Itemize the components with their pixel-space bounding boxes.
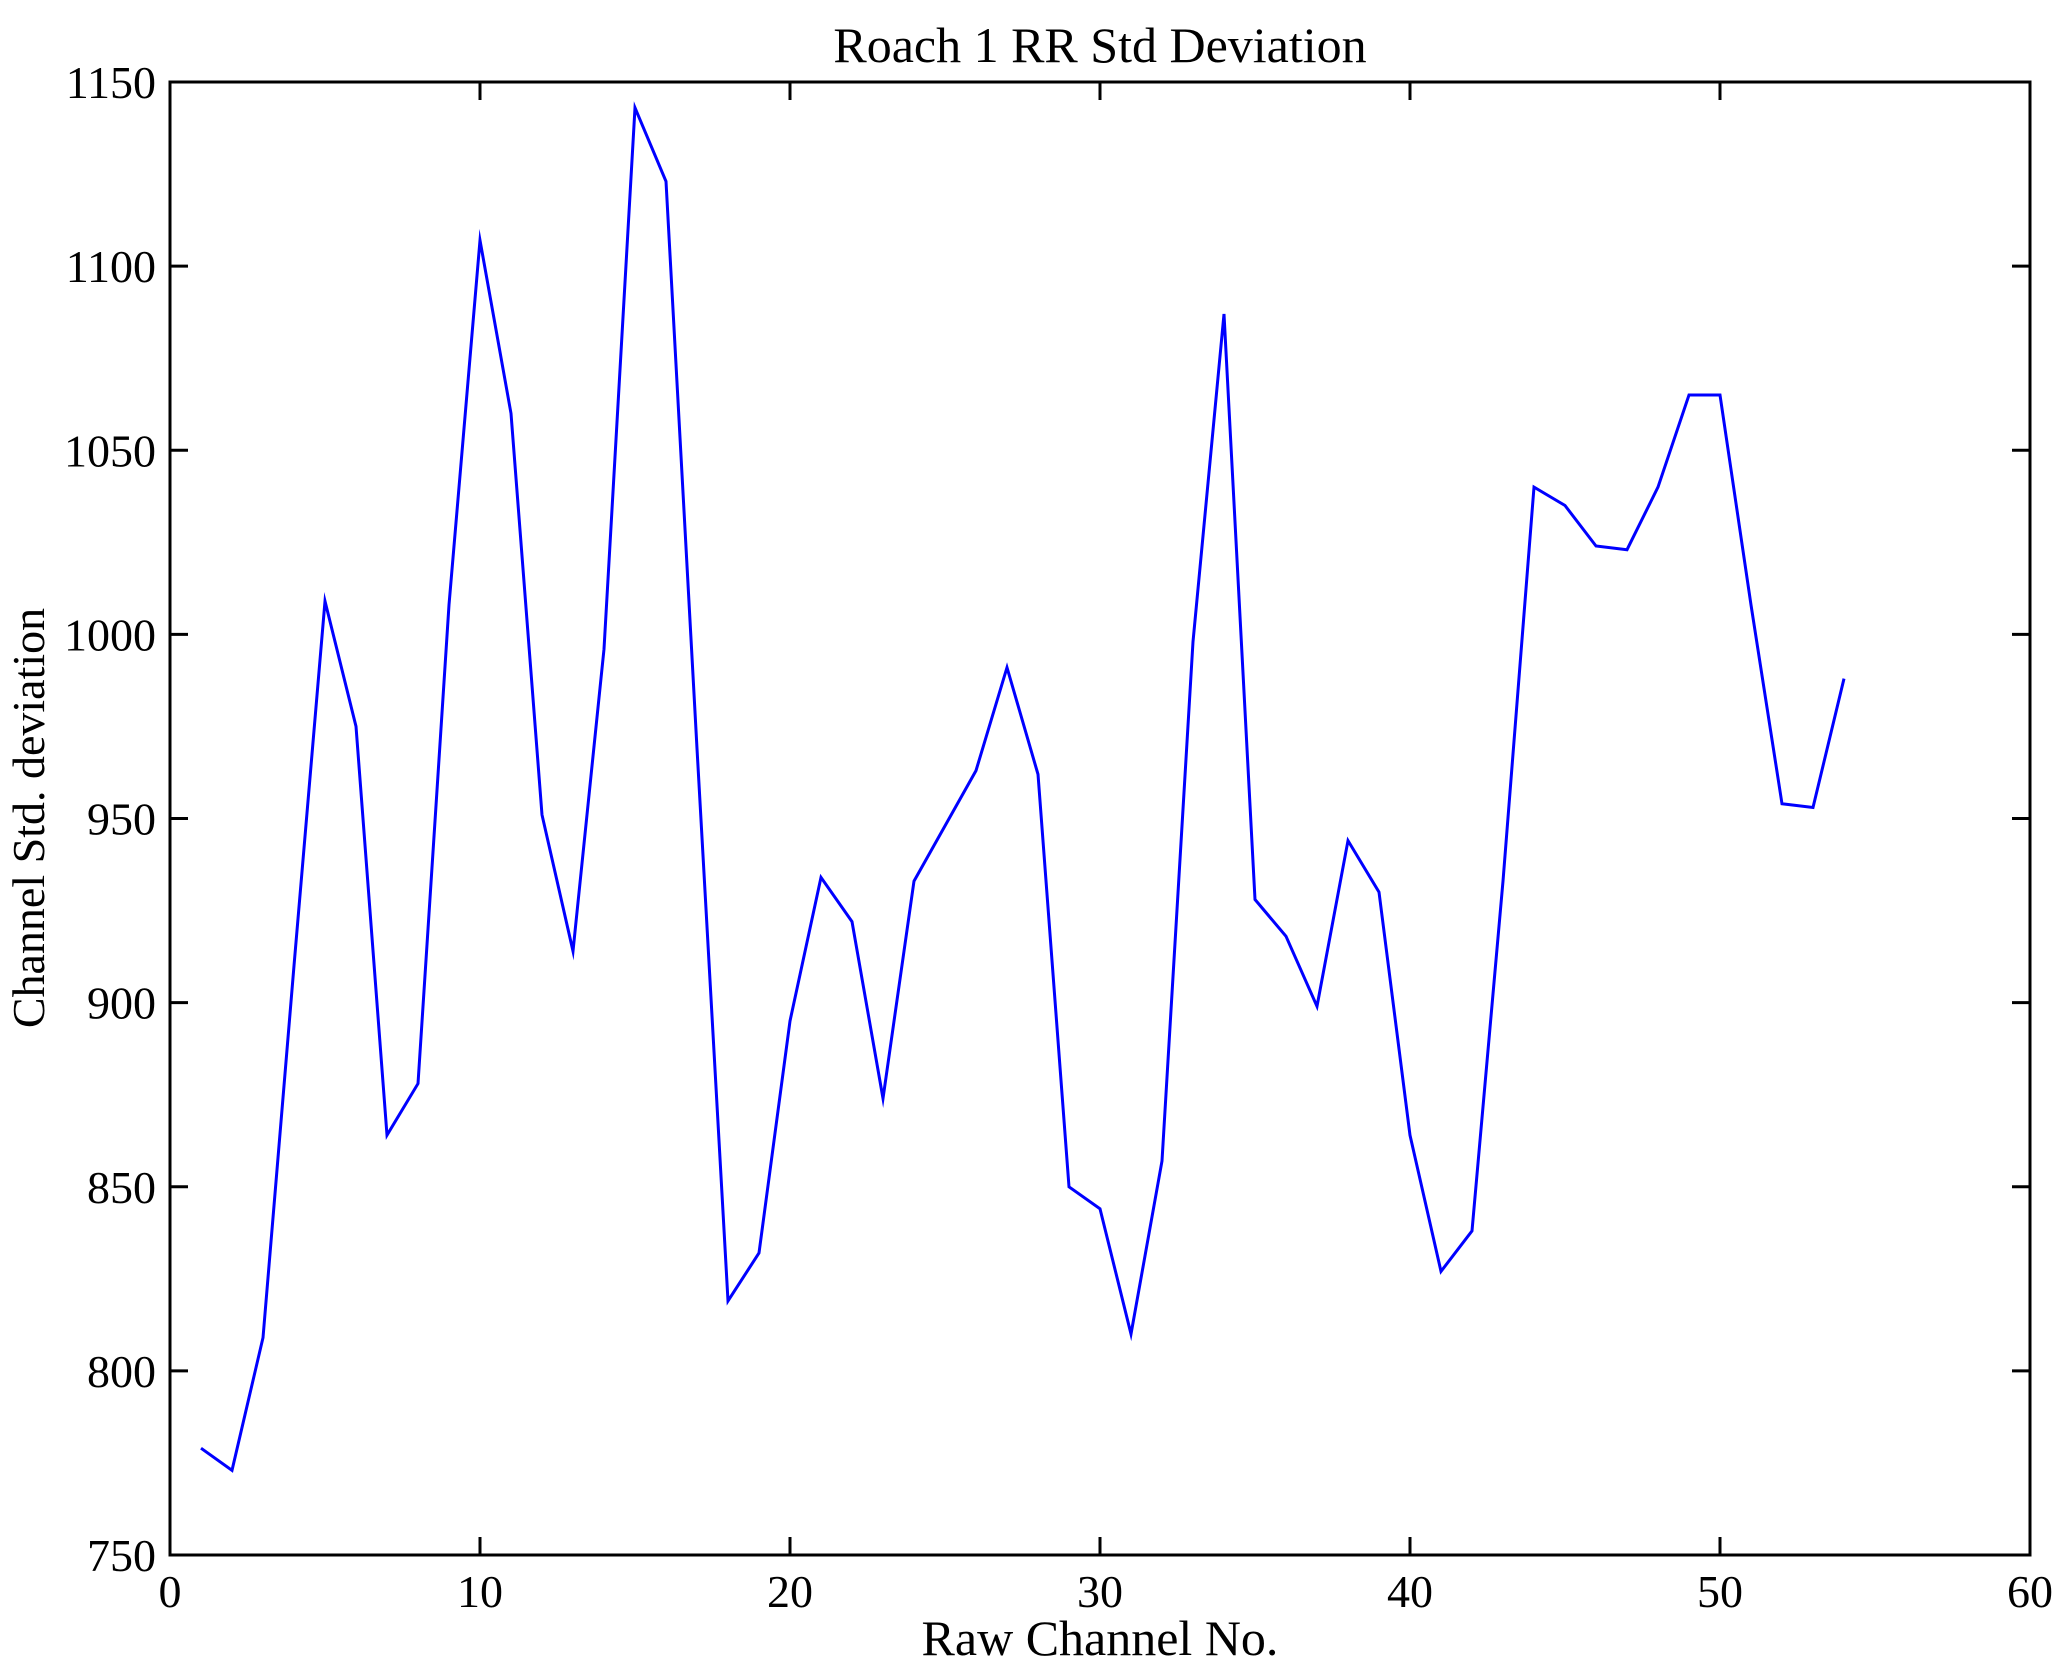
data-line: [200, 101, 1846, 1473]
plot-frame: [168, 80, 2032, 1557]
y-tick-label: 950: [87, 794, 156, 845]
y-tick-label: 1000: [64, 609, 156, 660]
x-tick-label: 30: [1077, 1566, 1123, 1617]
x-tick-label: 0: [159, 1566, 182, 1617]
plot-area: [170, 82, 2030, 1555]
y-tick-label: 1050: [64, 425, 156, 476]
y-axis-label: Channel Std. deviation: [3, 608, 54, 1028]
y-tick-label: 850: [87, 1162, 156, 1213]
y-tick-label: 750: [87, 1530, 156, 1581]
x-tick-label: 60: [2007, 1566, 2053, 1617]
x-tick-label: 40: [1387, 1566, 1433, 1617]
x-tick-labels: 0 10 20 30 40 50 60: [159, 1566, 2054, 1617]
x-tick-label: 10: [457, 1566, 503, 1617]
x-axis-label: Raw Channel No.: [922, 1610, 1279, 1666]
y-tick-label: 800: [87, 1346, 156, 1397]
x-tick-label: 20: [767, 1566, 813, 1617]
y-tick-label: 1100: [66, 241, 156, 292]
chart-title: Roach 1 RR Std Deviation: [833, 17, 1366, 73]
x-tick-label: 50: [1697, 1566, 1743, 1617]
y-tick-label: 1150: [66, 57, 156, 108]
y-tick-label: 900: [87, 978, 156, 1029]
y-tick-labels: 750 800 850 900 950 1000 1050 1100 1150: [64, 57, 156, 1581]
